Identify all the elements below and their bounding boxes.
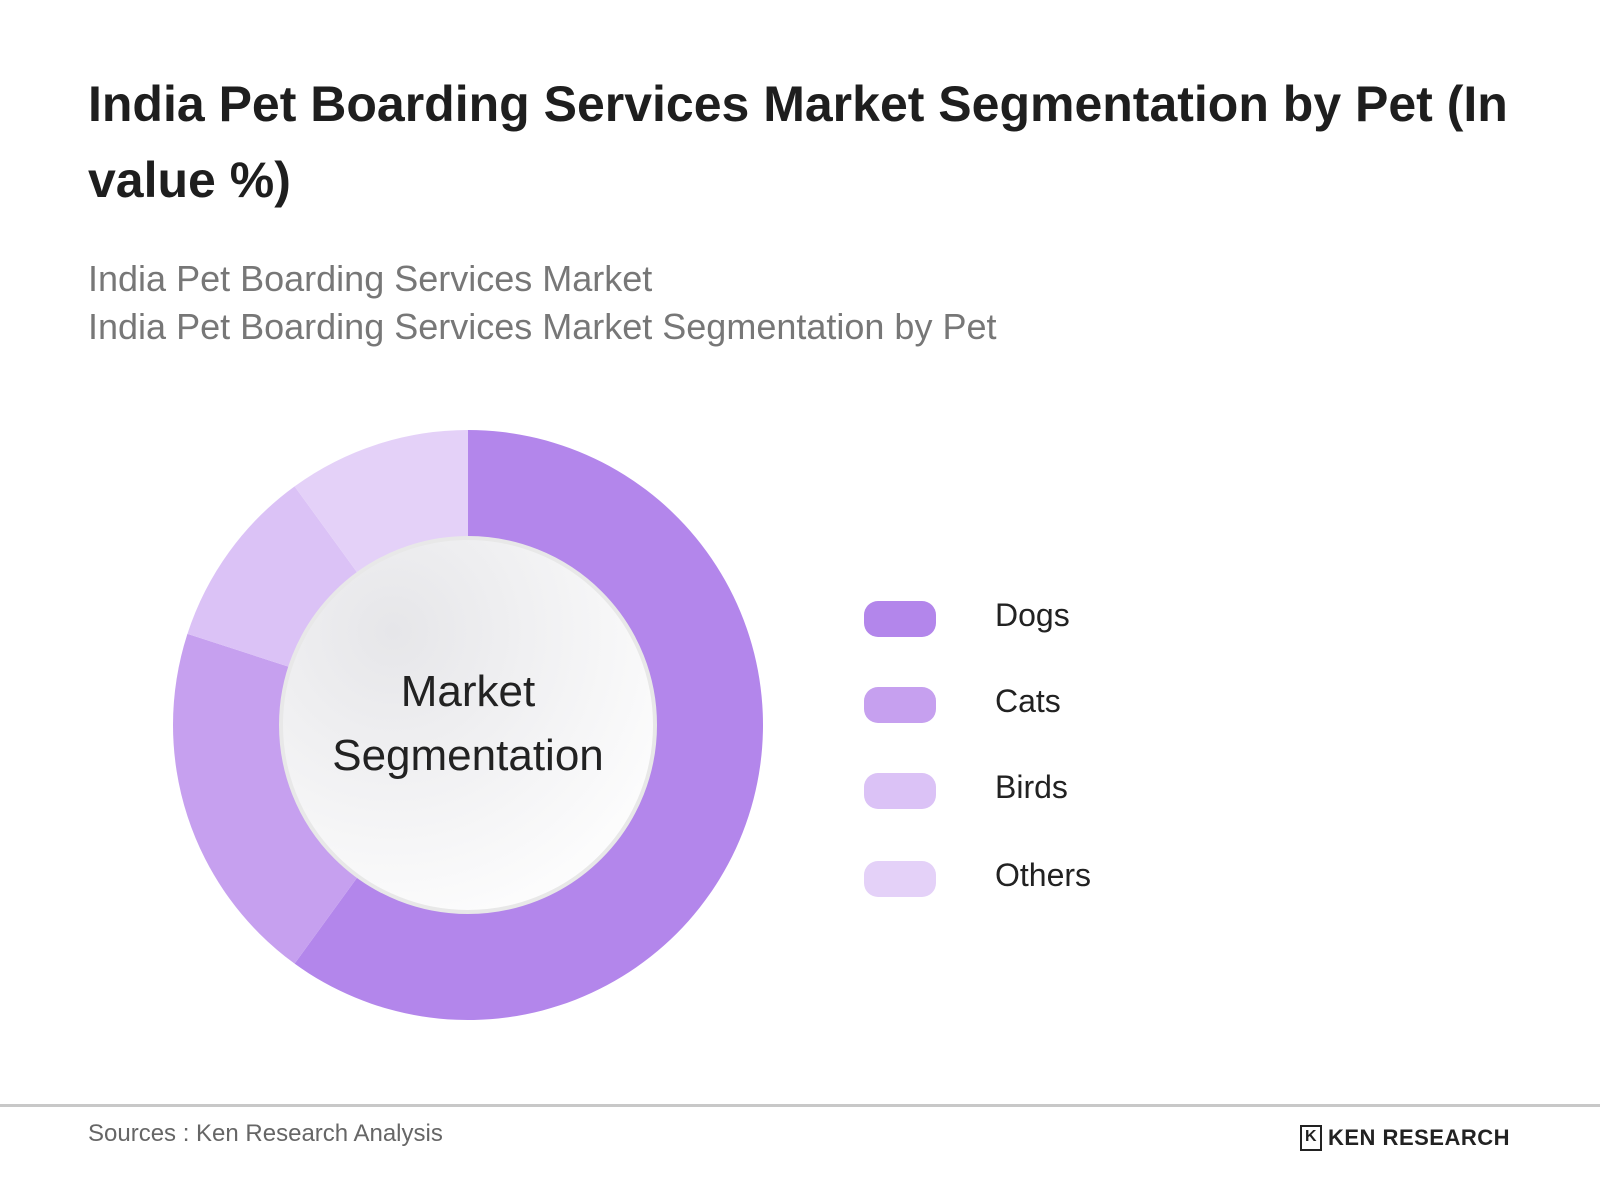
center-label: Market Segmentation: [332, 667, 604, 780]
legend-swatch: [864, 773, 936, 809]
legend-label: Others: [995, 857, 1092, 893]
logo-mark-icon: K: [1300, 1125, 1322, 1151]
legend-label: Dogs: [995, 597, 1070, 633]
logo-text: KEN RESEARCH: [1328, 1125, 1511, 1150]
legend-swatch: [864, 687, 936, 723]
legend-swatch: [864, 601, 936, 637]
chart-title: India Pet Boarding Services Market Segme…: [88, 76, 1508, 208]
donut-center: [279, 536, 657, 914]
legend-swatch: [864, 861, 936, 897]
chart-subtitle-2: India Pet Boarding Services Market Segme…: [88, 306, 997, 347]
chart-subtitle-1: India Pet Boarding Services Market: [88, 258, 653, 299]
source-note: Sources : Ken Research Analysis: [88, 1120, 443, 1147]
legend-label: Cats: [995, 683, 1061, 719]
ken-research-logo: K KEN RESEARCH: [1300, 1125, 1510, 1151]
footer-divider: [0, 1104, 1600, 1107]
legend-label: Birds: [995, 769, 1068, 805]
